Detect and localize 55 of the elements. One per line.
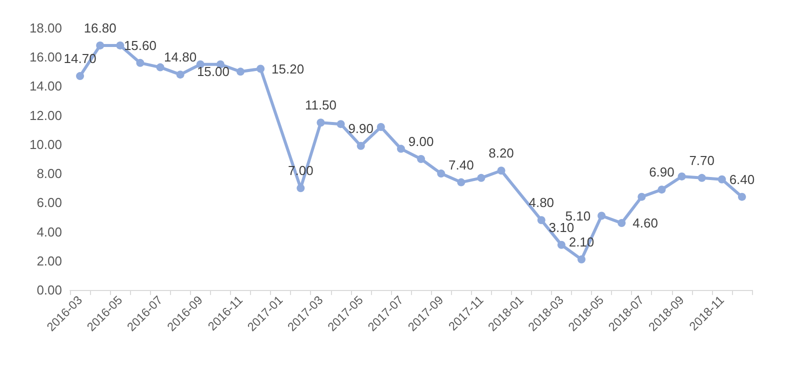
point [638, 192, 646, 201]
data-label: 4.60 [632, 216, 658, 231]
point [497, 166, 506, 175]
data-label: 11.50 [304, 98, 337, 113]
point [156, 63, 164, 72]
point [678, 172, 686, 180]
data-label: 6.40 [729, 172, 755, 187]
y-tick-label: 12.00 [29, 108, 62, 123]
data-label: 8.20 [488, 146, 514, 161]
point [136, 58, 144, 67]
point [256, 64, 265, 73]
data-label: 7.40 [448, 157, 474, 172]
point [96, 41, 104, 50]
point [176, 70, 184, 79]
point [396, 144, 405, 153]
y-tick-label: 16.00 [29, 50, 62, 65]
point [477, 174, 486, 182]
point [718, 175, 726, 184]
point [537, 216, 546, 224]
point [598, 212, 606, 220]
data-label: 6.90 [649, 164, 674, 180]
point [437, 170, 446, 178]
data-label: 4.80 [528, 195, 554, 210]
data-label: 7.70 [689, 152, 715, 168]
point [296, 184, 305, 192]
point [236, 68, 244, 76]
point [457, 178, 466, 186]
data-label: 14.80 [164, 50, 197, 65]
point [698, 174, 706, 182]
y-tick-label: 2.00 [36, 253, 62, 268]
y-tick-label: 18.00 [29, 20, 62, 36]
point [738, 192, 746, 201]
y-tick-label: 0.00 [36, 282, 62, 298]
point [417, 155, 426, 163]
point [557, 240, 566, 249]
point [658, 186, 666, 194]
point [76, 72, 84, 80]
y-tick-label: 14.00 [29, 78, 62, 94]
y-tick-label: 6.00 [36, 195, 62, 210]
data-label: 16.80 [84, 20, 116, 36]
point [578, 255, 586, 264]
point [316, 118, 325, 127]
data-label: 15.00 [196, 64, 230, 80]
data-label: 9.90 [348, 120, 374, 136]
y-tick-label: 4.00 [36, 224, 62, 240]
data-label: 15.20 [272, 61, 304, 76]
point [618, 219, 626, 228]
data-label: 15.60 [124, 38, 156, 53]
y-tick-label: 8.00 [36, 166, 62, 182]
point [356, 142, 365, 150]
point [336, 120, 345, 128]
y-tick-label: 10.00 [29, 136, 62, 152]
point [376, 122, 385, 131]
point [116, 41, 124, 50]
data-label: 9.00 [408, 134, 434, 149]
